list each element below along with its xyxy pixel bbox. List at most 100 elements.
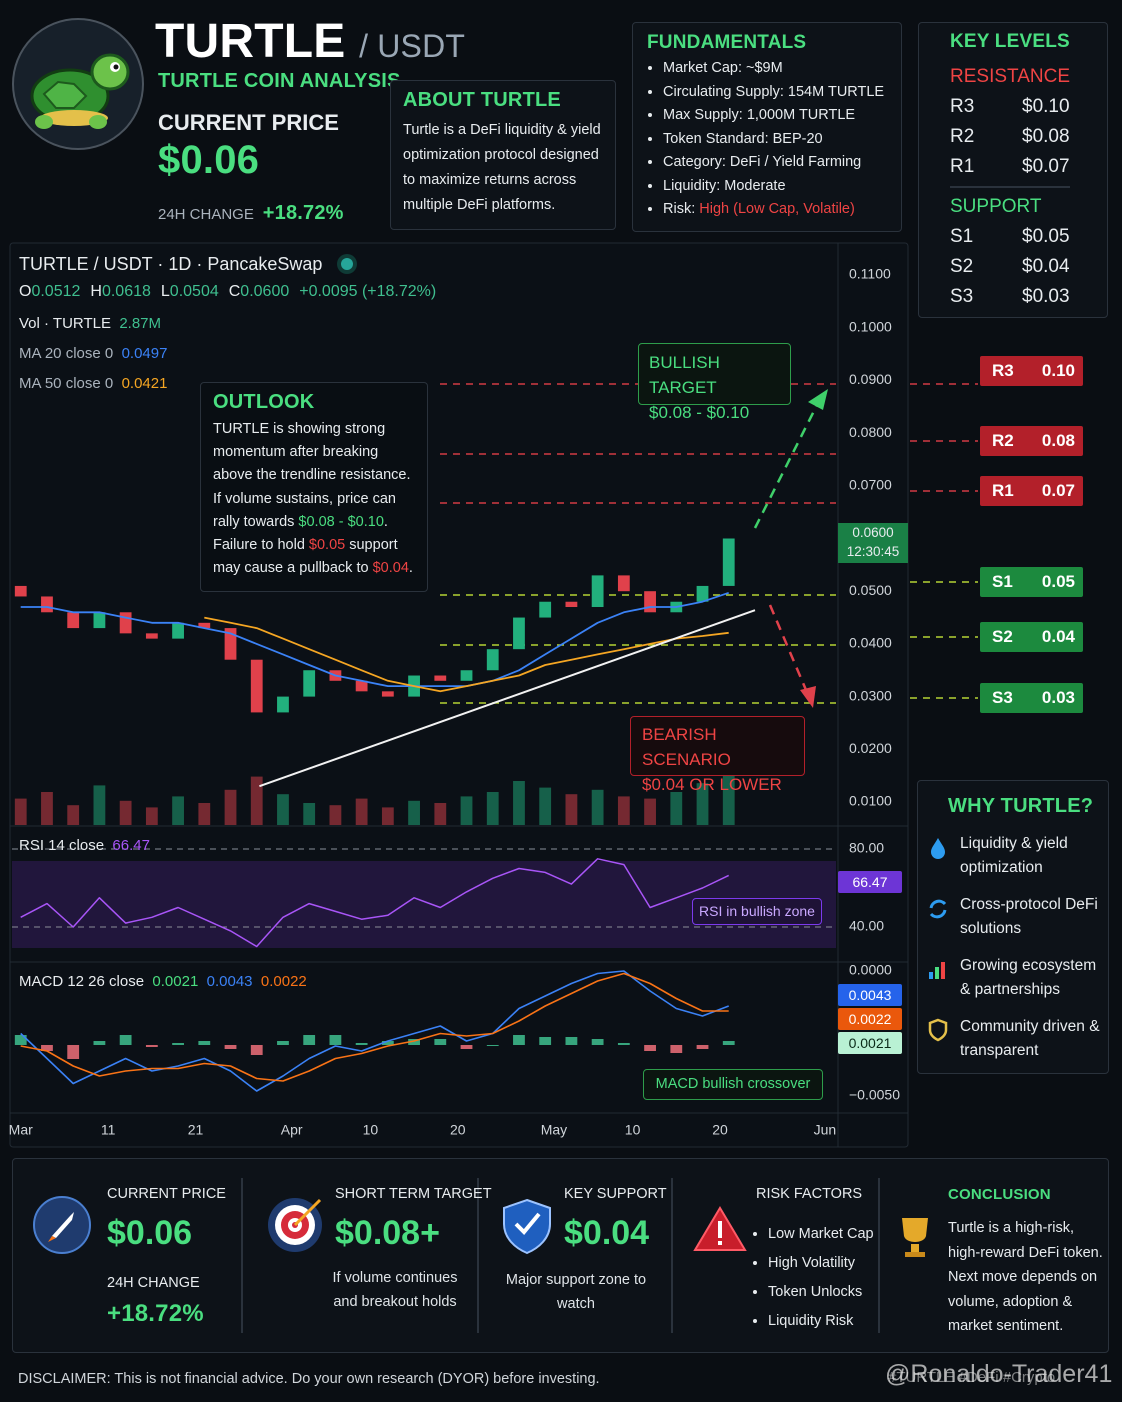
why-list: Liquidity & yield optimization Cross-prot… — [960, 832, 1100, 1076]
candle — [41, 596, 53, 613]
x-tick-label: Mar — [9, 1122, 33, 1138]
fundamental-item: Market Cap: ~$9M — [663, 57, 887, 81]
shield-icon — [928, 1018, 948, 1042]
level-lines — [440, 383, 978, 704]
x-tick-label: 20 — [712, 1122, 728, 1138]
candle — [93, 612, 106, 629]
candle — [14, 585, 27, 597]
risk-list: Low Market CapHigh VolatilityToken Unloc… — [756, 1220, 874, 1336]
risk-item: Liquidity Risk — [768, 1307, 874, 1336]
macd-hist-bar — [696, 1045, 709, 1049]
sum-note: Major support zone to watch — [505, 1272, 647, 1312]
macd-hist-bar — [93, 1041, 106, 1045]
trophy-base — [905, 1252, 925, 1257]
level-tag: R2 0.08 — [980, 426, 1083, 456]
summary-panel — [12, 1158, 1109, 1353]
change-label: 24H CHANGE — [158, 206, 254, 223]
candle — [303, 670, 316, 697]
macd-hist-bar — [224, 1045, 237, 1049]
volume-bar — [696, 783, 709, 825]
candle — [198, 622, 211, 629]
support-rows: S1 $0.05 S2 $0.04 S3 $0.03 — [950, 226, 1095, 308]
macd-legend-value: 0.0022 — [260, 973, 307, 990]
candle — [539, 601, 552, 618]
macd-hist-bar — [565, 1037, 578, 1045]
y-tick-label: 0.0500 — [849, 582, 892, 598]
macd-hist-bar — [277, 1041, 289, 1045]
level-row: S2 $0.04 — [950, 256, 1095, 278]
macd-hist-bar — [250, 1045, 263, 1055]
volume-bar — [224, 789, 237, 825]
trophy-icon — [902, 1218, 928, 1242]
dividers — [241, 1178, 880, 1333]
rsi-tag: 66.47 — [838, 871, 902, 893]
macd-hist-bar — [670, 1045, 683, 1053]
divider — [950, 186, 1070, 188]
volume-bar — [277, 794, 289, 825]
ma50-line — [204, 616, 729, 693]
vol-value: 2.87M — [119, 315, 162, 332]
conclusion-text: Turtle is a high-risk, high-reward DeFi … — [948, 1220, 1103, 1334]
macd-hist-bar — [145, 1045, 158, 1047]
y-tick-label: 0.0000 — [849, 962, 892, 978]
volume-bar — [119, 800, 132, 825]
level-tag: R3 0.10 — [980, 356, 1083, 386]
volume-bar — [617, 796, 630, 825]
macd-hist-bar — [41, 1045, 53, 1051]
data-marks: 0.1100 0.1000 0.0900 0.0800 0.0700 0.0600 0.05… — [9, 266, 901, 1138]
rsi-value: 66.47 — [112, 837, 150, 854]
y-tick-label: 0.1000 — [849, 318, 892, 334]
bar-icon — [941, 962, 945, 979]
x-tick-label: May — [541, 1122, 567, 1138]
level-tag-name: R2 — [992, 431, 1014, 450]
level-tag-value: 0.07 — [1041, 481, 1075, 500]
macd-legend-value: 0.0021 — [152, 973, 199, 990]
volume-bar — [565, 794, 578, 825]
hist-tag: 0.0021 — [838, 1032, 902, 1054]
arrow-head — [808, 389, 828, 410]
macd-hist-bar — [591, 1039, 604, 1045]
candle — [119, 612, 132, 634]
logo — [12, 18, 144, 150]
ohlc-label: O — [19, 283, 32, 300]
why-panel: WHY TURTLE? Liquidity & yield optimizati… — [917, 780, 1109, 1074]
candle — [145, 633, 158, 639]
macd-hist-bar — [198, 1041, 211, 1045]
macd-hist-bar — [722, 1041, 735, 1045]
vol-legend: Vol · TURTLE 2.87M — [19, 315, 161, 332]
level-tag-name: S2 — [992, 627, 1013, 646]
bar-icon — [935, 967, 939, 979]
volume-bar — [355, 798, 368, 825]
sum-change: +18.72% — [107, 1300, 204, 1327]
macd-hist-bar — [303, 1035, 316, 1045]
level-tag: R1 0.07 — [980, 476, 1083, 506]
macd-hist-bar — [119, 1035, 132, 1045]
candle — [486, 649, 499, 671]
fundamental-item: Circulating Supply: 154M TURTLE — [663, 81, 887, 105]
y-tick-label: 0.0900 — [849, 371, 892, 387]
level-row: R2 $0.08 — [950, 126, 1095, 148]
bar-icon — [929, 972, 933, 979]
outlook-part: TURTLE is showing strong momentum after … — [213, 421, 411, 530]
why-item: Community driven & transparent — [960, 1018, 1100, 1059]
volume-bar — [722, 761, 735, 825]
pair: / USDT — [359, 28, 466, 64]
leg — [35, 115, 53, 129]
about-title: ABOUT TURTLE — [403, 89, 561, 111]
level-value: $0.03 — [1022, 286, 1070, 307]
y-tick-label: 40.00 — [849, 918, 884, 934]
ohlc-label: H — [90, 283, 102, 300]
level-tag-value: 0.05 — [1041, 572, 1075, 591]
drop-icon — [931, 838, 945, 859]
level-name: R2 — [950, 126, 975, 147]
price-tag: 0.0600 12:30:45 — [838, 523, 908, 563]
trendline — [259, 609, 756, 788]
candle — [513, 617, 525, 650]
x-tick-label: Apr — [281, 1122, 303, 1138]
volume-bar — [198, 803, 211, 825]
volume-bar — [14, 798, 27, 825]
rsi-line — [20, 858, 730, 948]
bullish-box: BULLISH TARGET $0.08 - $0.10 — [638, 343, 791, 422]
title: TURTLE — [155, 15, 346, 68]
ohlc-row: O0.0512 H0.0618 L0.0504 C0.0600 +0.0095 (+18… — [19, 283, 436, 301]
